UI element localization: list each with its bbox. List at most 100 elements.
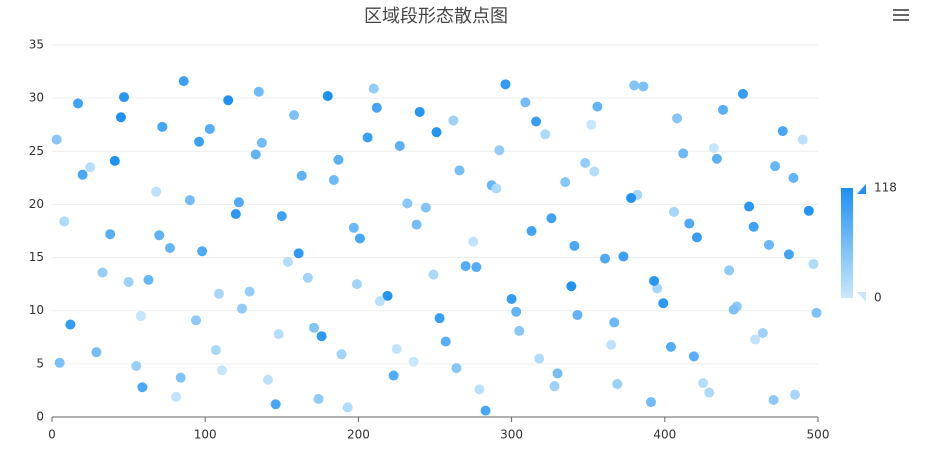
scatter-point: [471, 262, 482, 273]
scatter-point: [137, 382, 148, 393]
y-tick-label: 5: [36, 356, 44, 370]
y-tick-label: 25: [29, 144, 44, 158]
scatter-point: [728, 304, 739, 315]
scatter-point: [678, 148, 689, 159]
scatter-point: [546, 213, 557, 224]
scatter-point: [164, 243, 175, 254]
scatter-point: [151, 186, 162, 197]
scatter-point: [514, 325, 525, 336]
scatter-point: [77, 169, 88, 180]
menu-icon[interactable]: [893, 9, 909, 21]
scatter-point: [171, 391, 182, 402]
scatter-point: [526, 226, 537, 236]
scatter-point: [362, 132, 373, 143]
scatter-point: [448, 115, 459, 126]
x-tick-label: 100: [194, 428, 217, 442]
y-tick-label: 30: [29, 91, 44, 105]
scatter-point: [506, 294, 517, 305]
scatter-point: [394, 140, 405, 151]
scatter-point: [534, 353, 545, 364]
scatter-point: [244, 286, 255, 297]
y-tick-label: 10: [29, 303, 44, 317]
scatter-point: [368, 83, 379, 94]
scatter-point: [480, 405, 491, 416]
scatter-point: [97, 267, 108, 278]
scatter-point: [665, 341, 676, 352]
scatter-point: [302, 272, 313, 283]
scatter-point: [672, 113, 683, 124]
scatter-point: [263, 374, 274, 385]
scatter-point: [374, 296, 385, 307]
scatter-point: [411, 219, 422, 230]
scatter-point: [600, 253, 611, 264]
scatter-point: [217, 365, 228, 376]
scatter-point: [191, 315, 202, 326]
scatter-point: [531, 116, 542, 127]
scatter-point: [296, 170, 307, 181]
scatter-point: [402, 198, 413, 209]
chart-title: 区域段形态散点图: [364, 6, 508, 27]
scatter-point: [73, 98, 84, 109]
scatter-point: [626, 193, 637, 204]
visual-map-handle[interactable]: [857, 184, 866, 194]
scatter-point: [629, 80, 640, 91]
scatter-point: [143, 274, 154, 285]
scatter-point: [115, 112, 126, 123]
scatter-point: [737, 88, 748, 99]
scatter-point: [54, 357, 65, 368]
scatter-point: [618, 251, 629, 262]
scatter-point: [649, 275, 660, 286]
scatter-point: [724, 265, 735, 276]
scatter-point: [135, 311, 146, 322]
scatter-point: [308, 322, 319, 333]
scatter-point: [511, 306, 522, 317]
scatter-point: [711, 153, 722, 164]
scatter-point: [371, 102, 382, 113]
scatter-point: [434, 313, 445, 324]
scatter-point: [638, 81, 649, 92]
scatter-point: [322, 91, 333, 102]
scatter-point: [408, 356, 419, 367]
scatter-point: [750, 334, 761, 345]
scatter-point: [698, 377, 709, 388]
x-tick-label: 400: [653, 428, 676, 442]
scatter-point: [204, 123, 215, 134]
scatter-point: [175, 372, 186, 383]
scatter-point: [808, 258, 819, 269]
scatter-point: [612, 379, 623, 390]
scatter-point: [803, 205, 814, 216]
scatter-point: [213, 288, 224, 299]
scatter-point: [560, 177, 571, 188]
scatter-point: [109, 155, 120, 166]
scatter-point: [391, 343, 402, 354]
scatter-point: [440, 336, 451, 347]
scatter-point: [270, 399, 281, 410]
scatter-point: [236, 303, 247, 314]
scatter-point: [609, 317, 620, 328]
scatter-point: [768, 394, 779, 405]
scatter-point: [783, 249, 794, 260]
scatter-point: [233, 197, 244, 208]
visual-map-handle[interactable]: [857, 292, 866, 302]
scatter-point: [431, 127, 442, 138]
scatter-point: [276, 211, 287, 222]
scatter-point: [119, 92, 130, 103]
scatter-point: [428, 269, 439, 280]
scatter-point: [250, 149, 261, 160]
scatter-point: [454, 165, 465, 176]
scatter-point: [589, 166, 600, 177]
scatter-point: [788, 172, 799, 183]
scatter-point: [328, 174, 339, 185]
scatter-point: [348, 222, 359, 233]
scatter-point: [811, 307, 822, 318]
scatter-point: [572, 309, 583, 320]
scatter-point: [256, 137, 267, 148]
scatter-point: [586, 119, 597, 130]
visual-map-max: 118: [874, 181, 897, 195]
scatter-point: [777, 126, 788, 137]
scatter-point: [552, 368, 563, 379]
x-tick-label: 500: [807, 428, 830, 442]
scatter-point: [342, 402, 353, 413]
scatter-point: [688, 351, 699, 362]
